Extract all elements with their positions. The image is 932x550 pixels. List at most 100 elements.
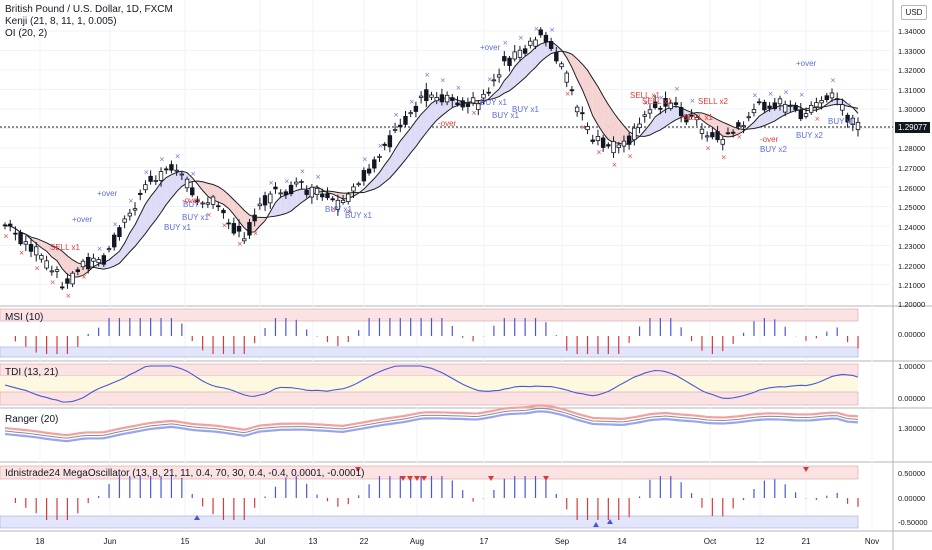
tdi-pane-label[interactable]: TDI (13, 21) <box>5 367 59 378</box>
signal-marker: × <box>471 109 477 117</box>
mega-lower-band <box>0 515 859 529</box>
candle-body <box>559 63 564 68</box>
candle-body <box>543 34 549 43</box>
band-segment <box>239 204 245 228</box>
candle-body <box>710 132 715 138</box>
msi-tick: 0.00000 <box>898 330 926 339</box>
buy-signal-label: BUY x1 <box>345 211 373 220</box>
currency-button[interactable]: USD <box>901 5 927 20</box>
candle-body <box>715 131 720 141</box>
signal-marker: × <box>705 145 711 153</box>
candle-body <box>309 186 315 198</box>
candle-body <box>8 223 13 227</box>
candle-body <box>143 184 148 191</box>
price-tick: 1.34000 <box>898 27 926 36</box>
band-segment <box>223 190 229 209</box>
signal-marker: × <box>658 94 664 102</box>
mega-buy-triangle <box>607 519 613 524</box>
signal-marker: × <box>3 232 9 240</box>
time-tick: Aug <box>409 537 425 546</box>
band-segment <box>296 188 302 207</box>
mega-buy-triangle <box>194 515 200 520</box>
band-segment <box>499 80 505 97</box>
candle-body <box>455 102 460 106</box>
candle-body <box>814 102 819 108</box>
mega-pane-label[interactable]: Idnistrade24 MegaOscillator (13, 8, 21, … <box>5 468 365 479</box>
band-segment <box>837 99 843 105</box>
candle-body <box>678 107 684 117</box>
candle-body <box>741 125 746 128</box>
candle-body <box>808 105 814 113</box>
signal-marker: × <box>190 170 196 178</box>
signal-marker: × <box>846 101 852 109</box>
candle-body <box>252 214 257 222</box>
candle-body <box>444 94 450 103</box>
candle-body <box>647 109 653 114</box>
over-label: -over <box>438 119 457 128</box>
time-tick: Jun <box>103 537 117 546</box>
candle-body <box>408 112 413 115</box>
ranger-pane-label[interactable]: Ranger (20) <box>5 414 59 425</box>
candle-body <box>122 218 127 223</box>
candle-body <box>522 48 528 54</box>
signal-marker: × <box>331 205 337 213</box>
band-segment <box>608 104 614 143</box>
band-segment <box>566 52 572 68</box>
candle-body <box>834 98 840 101</box>
msi-lower-band <box>0 346 859 358</box>
candle-body <box>236 225 242 232</box>
candle-body <box>668 102 673 109</box>
band-segment <box>62 251 68 275</box>
signal-marker: × <box>814 115 820 123</box>
signal-marker: × <box>65 292 71 300</box>
band-segment <box>410 120 416 153</box>
mega-tick: -0.50000 <box>898 518 928 527</box>
band-segment <box>51 245 58 261</box>
symbol-title[interactable]: British Pound / U.S. Dollar, 1D, FXCM <box>5 4 173 15</box>
band-segment <box>291 190 297 212</box>
price-tick: 1.33000 <box>898 47 926 56</box>
candle-body <box>101 255 107 265</box>
band-segment <box>436 98 442 121</box>
kenji-fast-line <box>4 40 859 278</box>
mega-sell-triangle <box>543 476 549 481</box>
candle-body <box>486 91 491 94</box>
candle-body <box>387 135 393 148</box>
signal-marker: × <box>409 98 415 106</box>
ranger-lower <box>4 410 859 443</box>
signal-marker: × <box>237 240 243 248</box>
kenji-band <box>5 41 858 278</box>
candle-body <box>190 187 195 196</box>
sell-signal-label: SELL x1 <box>50 243 80 252</box>
candle-body <box>512 51 517 60</box>
candle-body <box>148 175 153 182</box>
band-segment <box>140 203 146 240</box>
candle-body <box>600 137 606 148</box>
candle-body <box>476 103 481 111</box>
candle-body <box>200 202 205 205</box>
candle-body <box>117 227 122 238</box>
candle-body <box>538 29 543 36</box>
candle-body <box>855 121 861 131</box>
last-price-tag: 1.29077 <box>895 122 930 133</box>
band-segment <box>270 202 276 217</box>
mega-sell-triangle <box>414 476 420 481</box>
candle-body <box>694 117 699 121</box>
signal-marker: × <box>424 71 430 79</box>
band-segment <box>124 232 130 258</box>
signal-marker: × <box>346 207 352 215</box>
indicator-kenji-label[interactable]: Kenji (21, 8, 11, 1, 0.005) <box>5 16 117 27</box>
indicator-oi-label[interactable]: OI (20, 2) <box>5 28 48 39</box>
candle-body <box>782 104 788 113</box>
msi-pane-label[interactable]: MSI (10) <box>5 312 44 323</box>
candle-body <box>762 101 767 111</box>
time-tick: 21 <box>801 537 811 546</box>
candle-body <box>179 173 185 176</box>
ranger-tick: 1.30000 <box>898 424 926 433</box>
signal-marker: × <box>206 211 212 219</box>
candle-body <box>231 223 237 234</box>
candle-body <box>361 170 367 182</box>
price-tick: 1.27000 <box>898 164 926 173</box>
signal-marker: × <box>580 123 586 131</box>
